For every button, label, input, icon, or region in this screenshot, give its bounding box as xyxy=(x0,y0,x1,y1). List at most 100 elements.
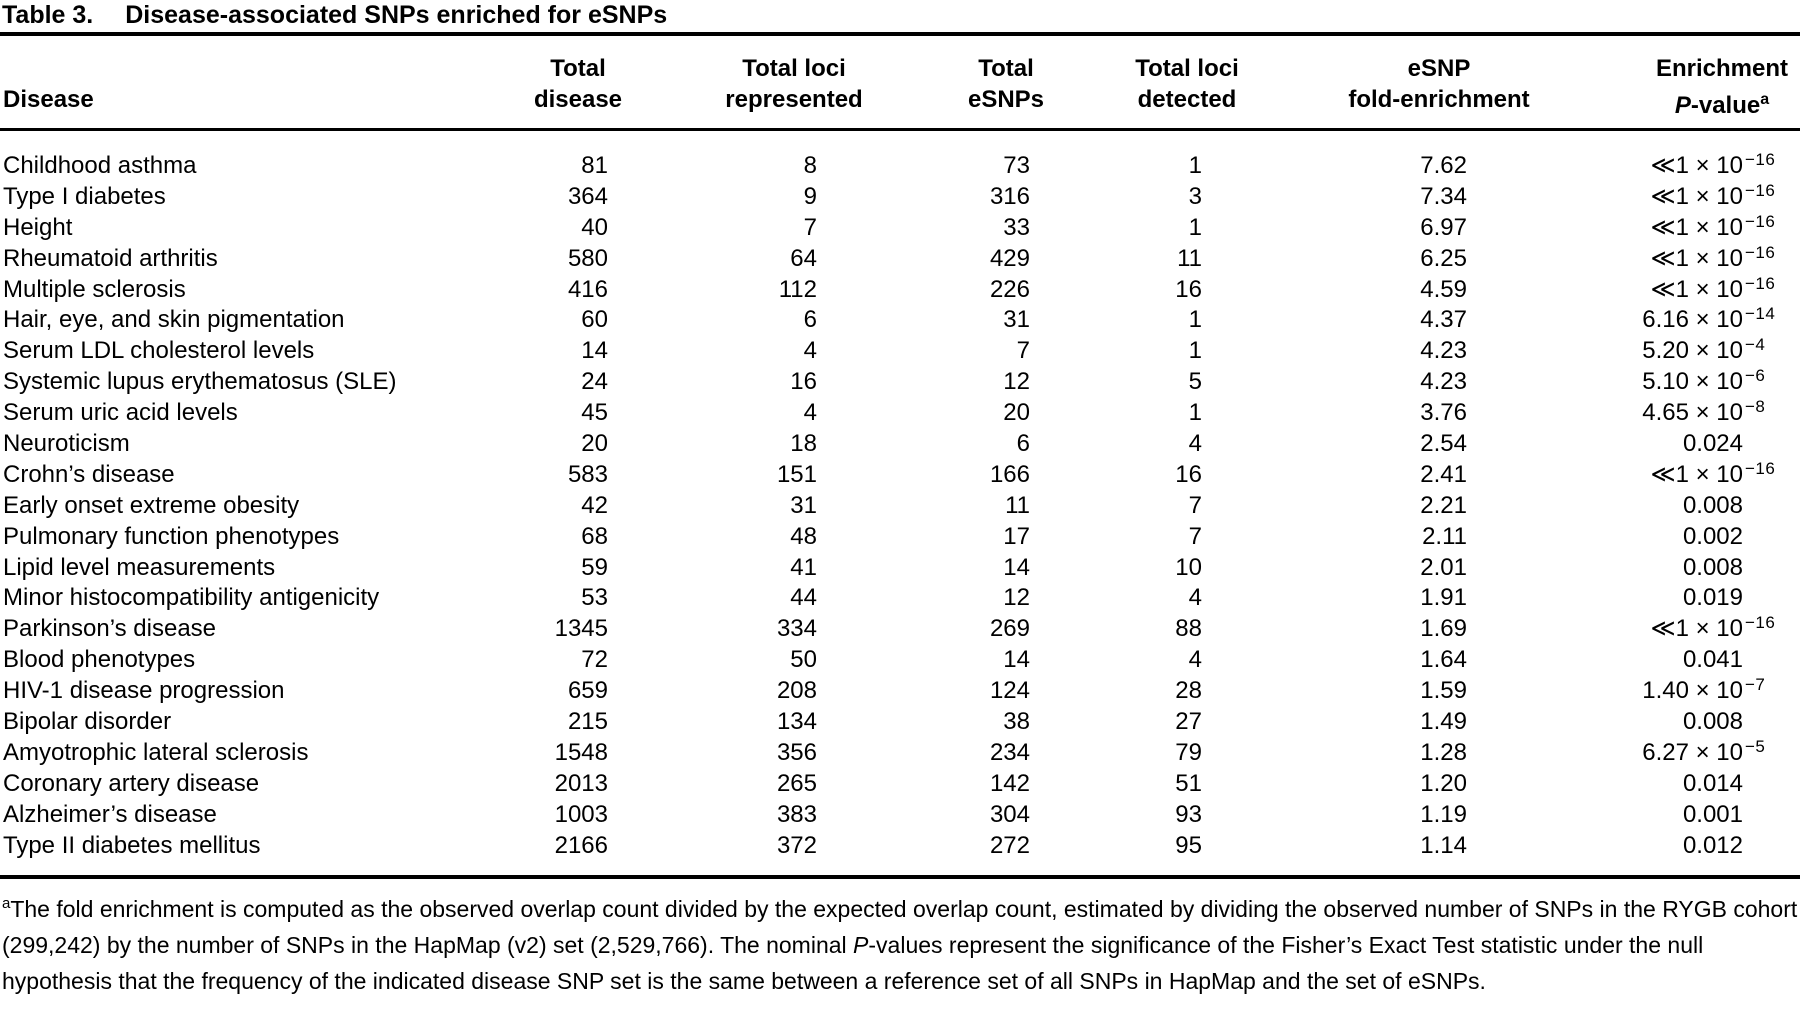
cell-pvalue: 4.65 × 10 −8 xyxy=(1467,397,1799,431)
cell-total-esnps: 429 xyxy=(989,244,1030,272)
cell-total-esnps: 142 xyxy=(989,769,1030,797)
pvalue-exponent: −4 xyxy=(1745,335,1766,355)
table-row: Neuroticism 20 18 6 4 2.54 0.024 xyxy=(0,429,1800,460)
cell-pvalue: 0.002 xyxy=(1467,522,1799,553)
cell-fold-enrichment: 2.21 xyxy=(1420,491,1467,519)
pvalue-base: 0.014 xyxy=(1682,769,1743,797)
col-header-total-loci-detected: Total loci detected xyxy=(1135,53,1239,115)
cell-total-loci-represented: 48 xyxy=(790,522,817,550)
cell-total-esnps: 14 xyxy=(1003,553,1030,581)
cell-disease: Minor histocompatibility antigenicity xyxy=(3,584,380,612)
table-row: Parkinson’s disease 1345 334 269 88 1.69 ≪1 × … xyxy=(0,613,1800,647)
cell-total-esnps: 304 xyxy=(989,800,1030,828)
cell-disease: Blood phenotypes xyxy=(3,646,196,674)
pvalue-base: 0.019 xyxy=(1682,584,1743,612)
cell-total-loci-detected: 51 xyxy=(1175,769,1202,797)
cell-total-loci-represented: 50 xyxy=(790,646,817,674)
cell-pvalue: ≪1 × 10 −16 xyxy=(1467,243,1799,277)
pvalue-base: 0.002 xyxy=(1682,522,1743,550)
cell-total-loci-represented: 7 xyxy=(803,213,817,241)
col-header-line: eSNP xyxy=(1407,55,1471,82)
table-row: Hair, eye, and skin pigmentation 60 6 31 1 4.… xyxy=(0,304,1800,336)
table-title: Table 3. Disease-associated SNPs enriched… xyxy=(2,0,667,30)
table-row: Childhood asthma 81 8 73 1 7.62 ≪1 × 10 −16 xyxy=(0,150,1800,184)
table-row: Multiple sclerosis 416 112 226 16 4.59 ≪1 × 10… xyxy=(0,274,1800,308)
cell-pvalue: ≪1 × 10 −16 xyxy=(1467,150,1799,184)
cell-pvalue: 0.001 xyxy=(1467,800,1799,831)
pvalue-base: 6.27 × 10 xyxy=(1642,738,1743,766)
cell-total-loci-represented: 151 xyxy=(776,460,817,488)
col-header-line: detected xyxy=(1137,86,1237,113)
table-row: Pulmonary function phenotypes 68 48 17 7 2.11… xyxy=(0,522,1800,553)
pvalue-base: ≪1 × 10 xyxy=(1650,182,1743,210)
pvalue-base: ≪1 × 10 xyxy=(1650,460,1743,488)
cell-total-loci-detected: 3 xyxy=(1188,182,1202,210)
cell-pvalue: ≪1 × 10 −16 xyxy=(1467,274,1799,308)
cell-fold-enrichment: 2.54 xyxy=(1420,430,1467,458)
footnote-italic-p: P xyxy=(853,932,869,959)
cell-fold-enrichment: 7.62 xyxy=(1420,152,1467,179)
cell-total-loci-represented: 31 xyxy=(790,491,817,519)
pvalue-exponent: −5 xyxy=(1745,736,1766,756)
col-header-total-loci-represented: Total loci represented xyxy=(725,53,862,115)
cell-disease: Childhood asthma xyxy=(3,152,197,179)
cell-total-loci-detected: 4 xyxy=(1188,584,1202,612)
cell-disease: Type II diabetes mellitus xyxy=(3,831,261,859)
cell-fold-enrichment: 4.23 xyxy=(1420,368,1467,396)
cell-pvalue: 5.20 × 10 −4 xyxy=(1467,335,1799,369)
cell-pvalue: 0.014 xyxy=(1467,769,1799,800)
cell-total-disease: 40 xyxy=(581,213,608,241)
pvalue-base: 0.012 xyxy=(1682,831,1743,859)
cell-total-esnps: 269 xyxy=(989,615,1030,643)
cell-disease: Pulmonary function phenotypes xyxy=(3,522,340,550)
pvalue-base: 6.16 × 10 xyxy=(1642,306,1743,334)
table-row: Bipolar disorder 215 134 38 27 1.49 0.008 xyxy=(0,707,1800,738)
cell-total-loci-represented: 16 xyxy=(790,368,817,396)
cell-total-disease: 42 xyxy=(581,491,608,519)
cell-pvalue: ≪1 × 10 −16 xyxy=(1467,613,1799,647)
cell-disease: Rheumatoid arthritis xyxy=(3,244,218,272)
cell-total-esnps: 6 xyxy=(1016,430,1030,458)
bottom-rule xyxy=(0,875,1800,879)
cell-total-esnps: 33 xyxy=(1003,213,1030,241)
cell-total-loci-detected: 16 xyxy=(1175,275,1202,303)
cell-fold-enrichment: 1.49 xyxy=(1420,708,1467,736)
cell-pvalue: 0.008 xyxy=(1467,553,1799,584)
cell-total-esnps: 38 xyxy=(1003,708,1030,736)
col-header-line: fold-enrichment xyxy=(1348,86,1530,113)
cell-total-loci-represented: 372 xyxy=(776,831,817,859)
col-header-esnp-fold-enrichment: eSNP fold-enrichment xyxy=(1348,53,1529,115)
cell-disease: Lipid level measurements xyxy=(3,553,276,581)
pvalue-exponent: −16 xyxy=(1745,180,1776,200)
cell-disease: Coronary artery disease xyxy=(3,769,260,797)
pvalue-exponent: −16 xyxy=(1745,242,1776,262)
cell-disease: Crohn’s disease xyxy=(3,460,175,488)
col-header-disease: Disease xyxy=(3,84,94,115)
cell-total-loci-represented: 41 xyxy=(790,553,817,581)
cell-fold-enrichment: 1.64 xyxy=(1420,646,1467,674)
cell-disease: Type I diabetes xyxy=(3,182,166,210)
cell-disease: Amyotrophic lateral sclerosis xyxy=(3,738,309,766)
footnote-marker: a xyxy=(2,895,11,912)
cell-total-loci-detected: 28 xyxy=(1175,677,1202,705)
cell-fold-enrichment: 4.59 xyxy=(1420,275,1467,303)
pvalue-base: ≪1 × 10 xyxy=(1650,615,1743,643)
col-header-line: Total loci xyxy=(1135,55,1239,82)
cell-total-loci-detected: 1 xyxy=(1188,306,1202,334)
table-row: Alzheimer’s disease 1003 383 304 93 1.19 0.001 xyxy=(0,800,1800,831)
cell-total-esnps: 73 xyxy=(1003,152,1030,179)
table-row: Amyotrophic lateral sclerosis 1548 356 234 7… xyxy=(0,737,1800,769)
cell-total-loci-detected: 95 xyxy=(1175,831,1202,859)
cell-total-loci-detected: 1 xyxy=(1188,399,1202,427)
cell-disease: Parkinson’s disease xyxy=(3,615,217,643)
table-row: Early onset extreme obesity 42 31 11 7 2.21 0.… xyxy=(0,491,1800,522)
cell-total-loci-detected: 1 xyxy=(1188,152,1202,179)
cell-fold-enrichment: 6.25 xyxy=(1420,244,1467,272)
table-row: Blood phenotypes 72 50 14 4 1.64 0.041 xyxy=(0,645,1800,676)
column-headers: Disease Total disease Total loci represented… xyxy=(0,0,1800,131)
pvalue-base: ≪1 × 10 xyxy=(1650,244,1743,272)
cell-total-loci-represented: 383 xyxy=(776,800,817,828)
cell-pvalue: 0.008 xyxy=(1467,707,1799,738)
cell-pvalue: ≪1 × 10 −16 xyxy=(1467,181,1799,215)
pvalue-base: 0.008 xyxy=(1682,491,1743,519)
